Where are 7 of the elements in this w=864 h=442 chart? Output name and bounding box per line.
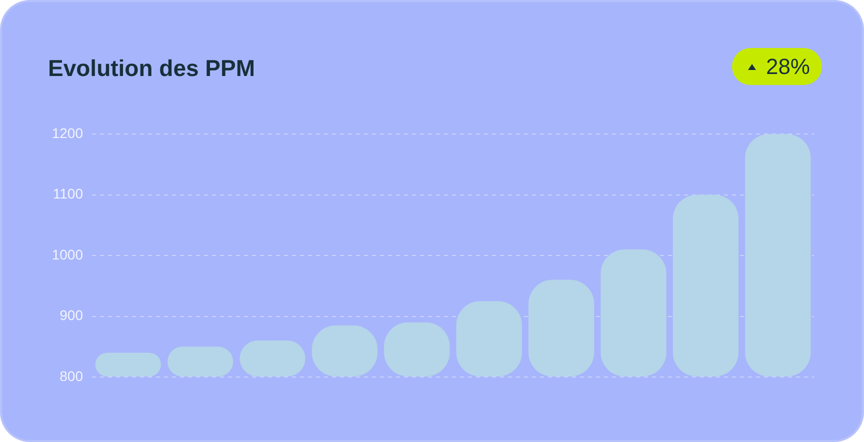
- y-tick-label: 900: [60, 307, 84, 324]
- y-tick-label: 1000: [52, 246, 84, 262]
- chart-title: Evolution des PPM: [48, 55, 256, 82]
- y-tick-label: 800: [60, 368, 84, 384]
- y-tick-label: 1100: [52, 186, 84, 202]
- y-tick-label: 1200: [52, 124, 84, 141]
- badge: 28%: [732, 48, 822, 85]
